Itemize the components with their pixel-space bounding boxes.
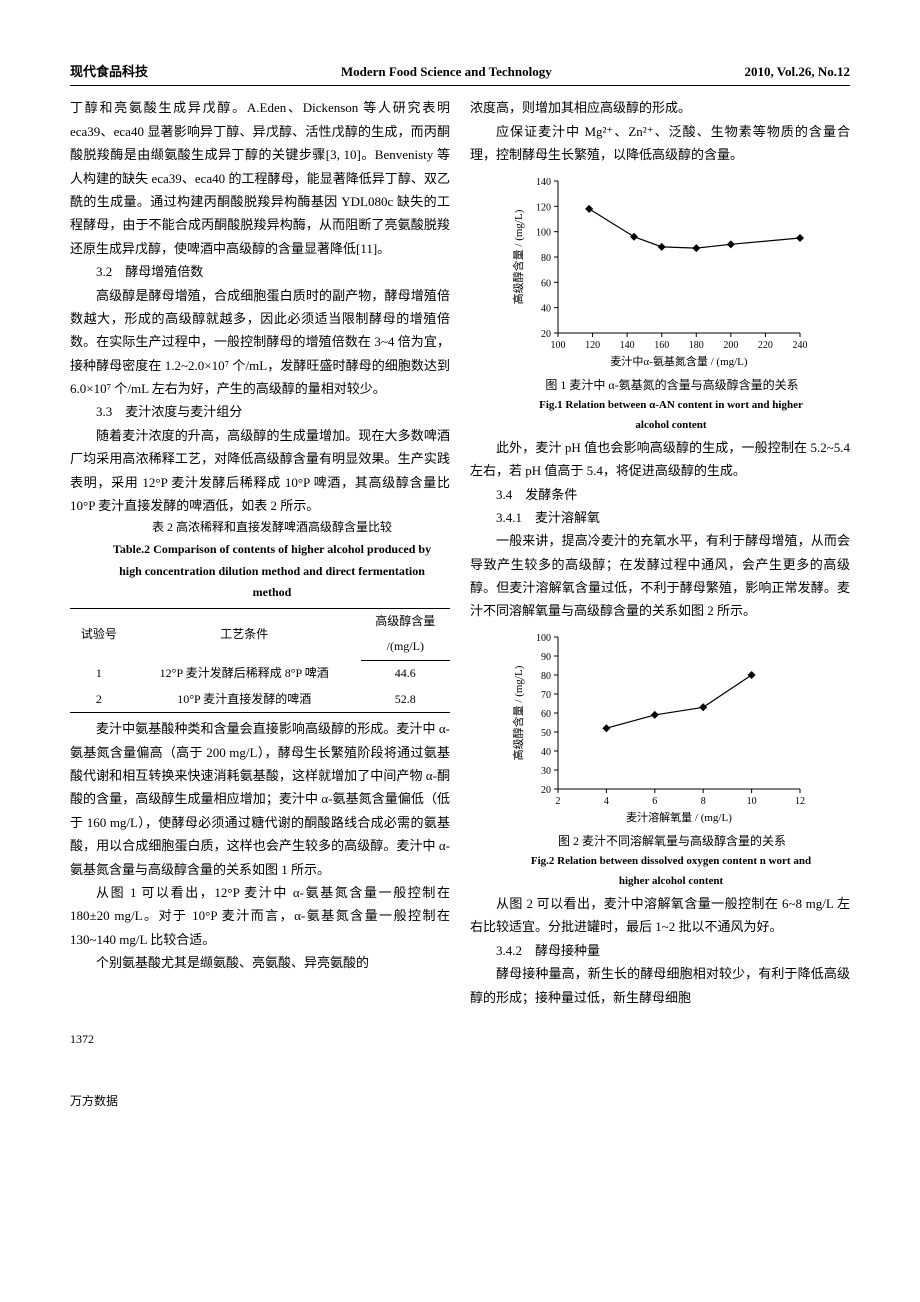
svg-text:8: 8 bbox=[701, 796, 706, 807]
para: 丁醇和亮氨酸生成异戊醇。A.Eden、Dickenson 等人研究表明 eca3… bbox=[70, 96, 450, 260]
header-left: 现代食品科技 bbox=[70, 60, 148, 83]
fig1-caption-cn: 图 1 麦汁中 α-氨基氮的含量与高级醇含量的关系 bbox=[470, 375, 850, 397]
svg-text:麦汁中α-氨基氮含量 / (mg/L): 麦汁中α-氨基氮含量 / (mg/L) bbox=[610, 354, 747, 368]
svg-text:100: 100 bbox=[551, 340, 566, 351]
table2-caption-en: method bbox=[70, 582, 450, 604]
para: 从图 1 可以看出，12°P 麦汁中 α-氨基氮含量一般控制在 180±20 m… bbox=[70, 881, 450, 951]
para: 酵母接种量高，新生长的酵母细胞相对较少，有利于降低高级醇的形成；接种量过低，新生… bbox=[470, 962, 850, 1009]
svg-text:120: 120 bbox=[585, 340, 600, 351]
para: 此外，麦汁 pH 值也会影响高级醇的生成，一般控制在 5.2~5.4 左右，若 … bbox=[470, 436, 850, 483]
section-3-3: 3.3 麦汁浓度与麦汁组分 bbox=[70, 400, 450, 423]
table-2: 试验号 工艺条件 高级醇含量 /(mg/L) 1 12°P 麦汁发酵后稀释成 8… bbox=[70, 608, 450, 713]
section-3-4-1: 3.4.1 麦汁溶解氧 bbox=[470, 506, 850, 529]
para: 浓度高，则增加其相应高级醇的形成。 bbox=[470, 96, 850, 119]
svg-text:200: 200 bbox=[723, 340, 738, 351]
table2-caption-cn: 表 2 高浓稀释和直接发酵啤酒高级醇含量比较 bbox=[70, 517, 450, 539]
svg-text:30: 30 bbox=[541, 766, 551, 777]
td: 10°P 麦汁直接发酵的啤酒 bbox=[128, 687, 361, 713]
para: 随着麦汁浓度的升高，高级醇的生成量增加。现在大多数啤酒厂均采用高浓稀释工艺，对降… bbox=[70, 424, 450, 518]
svg-text:12: 12 bbox=[795, 796, 805, 807]
svg-text:20: 20 bbox=[541, 329, 551, 340]
svg-text:240: 240 bbox=[793, 340, 808, 351]
svg-text:20: 20 bbox=[541, 785, 551, 796]
table2-caption-en: Table.2 Comparison of contents of higher… bbox=[70, 539, 450, 561]
left-column: 丁醇和亮氨酸生成异戊醇。A.Eden、Dickenson 等人研究表明 eca3… bbox=[70, 96, 450, 1009]
th: 试验号 bbox=[70, 608, 128, 660]
page-header: 现代食品科技 Modern Food Science and Technolog… bbox=[70, 60, 850, 86]
table2-caption-en: high concentration dilution method and d… bbox=[70, 561, 450, 583]
svg-text:麦汁溶解氧量 / (mg/L): 麦汁溶解氧量 / (mg/L) bbox=[626, 810, 732, 824]
td: 44.6 bbox=[361, 660, 450, 686]
para: 应保证麦汁中 Mg²⁺、Zn²⁺、泛酸、生物素等物质的含量合理，控制酵母生长繁殖… bbox=[470, 120, 850, 167]
section-3-2: 3.2 酵母增殖倍数 bbox=[70, 260, 450, 283]
svg-text:140: 140 bbox=[536, 177, 551, 188]
svg-text:60: 60 bbox=[541, 278, 551, 289]
svg-text:100: 100 bbox=[536, 633, 551, 644]
right-column: 浓度高，则增加其相应高级醇的形成。 应保证麦汁中 Mg²⁺、Zn²⁺、泛酸、生物… bbox=[470, 96, 850, 1009]
figure-1-chart: 100 120 140 160 180 200 220 240 20 40 60 80 100 120 14… bbox=[510, 171, 810, 371]
svg-text:100: 100 bbox=[536, 227, 551, 238]
svg-text:40: 40 bbox=[541, 303, 551, 314]
td: 1 bbox=[70, 660, 128, 686]
svg-text:80: 80 bbox=[541, 671, 551, 682]
header-right: 2010, Vol.26, No.12 bbox=[745, 60, 850, 83]
section-3-4-2: 3.4.2 酵母接种量 bbox=[470, 939, 850, 962]
fig2-caption-cn: 图 2 麦汁不同溶解氧量与高级醇含量的关系 bbox=[470, 831, 850, 853]
svg-text:10: 10 bbox=[747, 796, 757, 807]
svg-text:40: 40 bbox=[541, 747, 551, 758]
td: 12°P 麦汁发酵后稀释成 8°P 啤酒 bbox=[128, 660, 361, 686]
svg-text:6: 6 bbox=[652, 796, 657, 807]
figure-2-chart: 2 4 6 8 10 12 20 30 40 50 60 70 80 90 100 麦汁溶解氧量 / (mg/… bbox=[510, 627, 810, 827]
svg-text:60: 60 bbox=[541, 709, 551, 720]
td: 2 bbox=[70, 687, 128, 713]
th: 工艺条件 bbox=[128, 608, 361, 660]
fig1-caption-en: alcohol content bbox=[470, 416, 850, 436]
svg-text:50: 50 bbox=[541, 728, 551, 739]
svg-text:高级醇含量 / (mg/L): 高级醇含量 / (mg/L) bbox=[511, 665, 525, 760]
svg-text:220: 220 bbox=[758, 340, 773, 351]
para: 从图 2 可以看出，麦汁中溶解氧含量一般控制在 6~8 mg/L 左右比较适宜。… bbox=[470, 892, 850, 939]
section-3-4: 3.4 发酵条件 bbox=[470, 483, 850, 506]
svg-text:120: 120 bbox=[536, 202, 551, 213]
para: 个别氨基酸尤其是缬氨酸、亮氨酸、异亮氨酸的 bbox=[70, 951, 450, 974]
fig2-caption-en: higher alcohol content bbox=[470, 872, 850, 892]
svg-text:180: 180 bbox=[689, 340, 704, 351]
fig2-caption-en: Fig.2 Relation between dissolved oxygen … bbox=[470, 852, 850, 872]
th: /(mg/L) bbox=[361, 634, 450, 660]
svg-text:90: 90 bbox=[541, 652, 551, 663]
svg-text:140: 140 bbox=[620, 340, 635, 351]
para: 一般来讲，提高冷麦汁的充氧水平，有利于酵母增殖，从而会导致产生较多的高级醇；在发… bbox=[470, 529, 850, 623]
wanfang-watermark: 万方数据 bbox=[70, 1091, 850, 1113]
th: 高级醇含量 bbox=[361, 608, 450, 634]
two-column-body: 丁醇和亮氨酸生成异戊醇。A.Eden、Dickenson 等人研究表明 eca3… bbox=[70, 96, 850, 1009]
header-center: Modern Food Science and Technology bbox=[341, 60, 552, 83]
svg-text:160: 160 bbox=[654, 340, 669, 351]
para: 麦汁中氨基酸种类和含量会直接影响高级醇的形成。麦汁中 α-氨基氮含量偏高（高于 … bbox=[70, 717, 450, 881]
svg-text:高级醇含量 / (mg/L): 高级醇含量 / (mg/L) bbox=[511, 209, 525, 304]
page-number: 1372 bbox=[70, 1029, 850, 1051]
td: 52.8 bbox=[361, 687, 450, 713]
svg-text:70: 70 bbox=[541, 690, 551, 701]
para: 高级醇是酵母增殖，合成细胞蛋白质时的副产物，酵母增殖倍数越大，形成的高级醇就越多… bbox=[70, 284, 450, 401]
fig1-caption-en: Fig.1 Relation between α-AN content in w… bbox=[470, 396, 850, 416]
svg-text:80: 80 bbox=[541, 253, 551, 264]
svg-text:4: 4 bbox=[604, 796, 609, 807]
svg-text:2: 2 bbox=[556, 796, 561, 807]
